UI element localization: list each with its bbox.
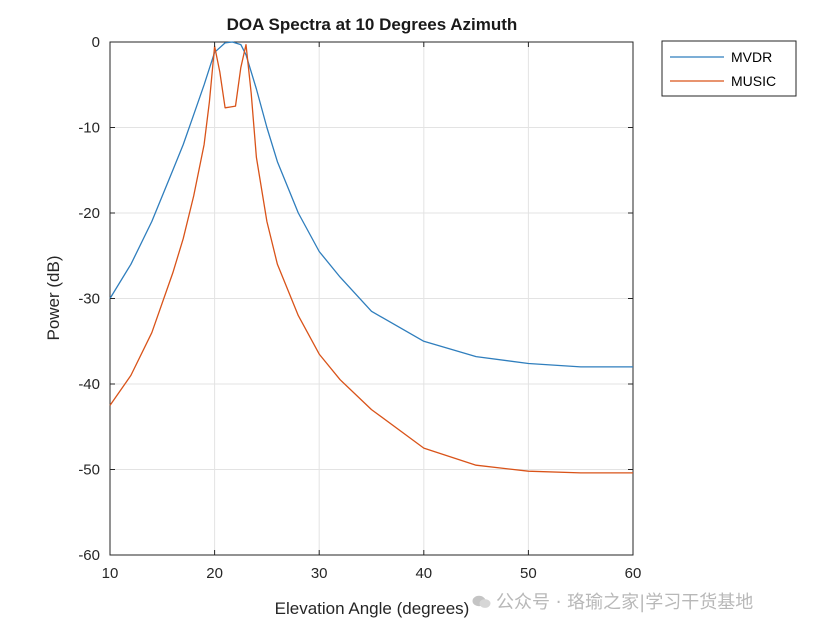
series-layer xyxy=(109,41,633,474)
y-axis-label: Power (dB) xyxy=(44,255,63,340)
y-tick-label: -30 xyxy=(78,291,100,308)
x-tick-label: 20 xyxy=(206,565,223,582)
watermark-text: 公众号 · 珞瑜之家|学习干货基地 xyxy=(496,592,754,613)
y-tick-label: -20 xyxy=(78,205,100,222)
legend-label-music: MUSIC xyxy=(731,73,776,89)
x-tick-label: 40 xyxy=(415,565,432,582)
legend: MVDR MUSIC xyxy=(661,40,797,97)
series-line-music xyxy=(109,43,633,474)
y-tick-label: -40 xyxy=(78,376,100,393)
grid-lines xyxy=(110,42,633,555)
y-tick-label: 0 xyxy=(92,34,100,51)
y-tick-label: -10 xyxy=(78,120,100,137)
x-tick-label: 30 xyxy=(311,565,328,582)
watermark: 公众号 · 珞瑜之家|学习干货基地 xyxy=(472,588,753,614)
legend-box xyxy=(661,40,797,97)
chart-title: DOA Spectra at 10 Degrees Azimuth xyxy=(227,15,518,34)
legend-label-mvdr: MVDR xyxy=(731,49,772,65)
x-tick-label: 60 xyxy=(625,565,642,582)
x-axis-label: Elevation Angle (degrees) xyxy=(275,599,470,618)
series-line-mvdr xyxy=(109,41,633,368)
axis-ticks: 10 20 30 40 50 60 0 -10 -20 -30 -40 -50 -60 xyxy=(78,34,641,582)
x-tick-label: 50 xyxy=(520,565,537,582)
wechat-icon xyxy=(472,595,491,608)
x-tick-label: 10 xyxy=(102,565,119,582)
y-tick-label: -50 xyxy=(78,462,100,479)
y-tick-label: -60 xyxy=(78,547,100,564)
